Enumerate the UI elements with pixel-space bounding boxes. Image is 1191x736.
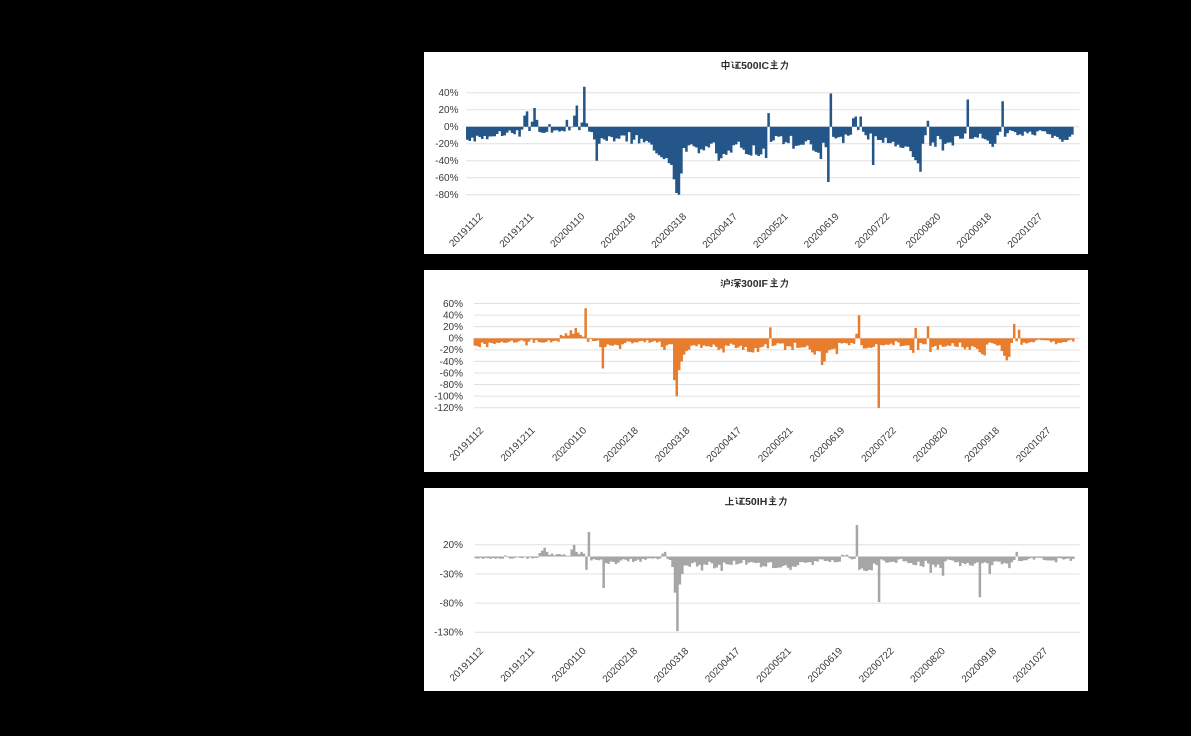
svg-text:20191112: 20191112 bbox=[447, 211, 485, 249]
svg-text:-120%: -120% bbox=[434, 403, 463, 414]
svg-text:-20%: -20% bbox=[440, 345, 463, 356]
svg-text:20200318: 20200318 bbox=[652, 646, 692, 686]
svg-text:40%: 40% bbox=[438, 88, 458, 99]
svg-text:20200417: 20200417 bbox=[703, 646, 743, 686]
svg-text:20200417: 20200417 bbox=[705, 425, 745, 465]
svg-text:-60%: -60% bbox=[435, 173, 458, 184]
svg-text:-130%: -130% bbox=[434, 628, 463, 639]
svg-text:20%: 20% bbox=[438, 105, 458, 116]
svg-text:20200521: 20200521 bbox=[755, 646, 795, 686]
svg-text:20200918: 20200918 bbox=[955, 211, 995, 251]
svg-text:20200110: 20200110 bbox=[551, 425, 590, 464]
svg-text:20201027: 20201027 bbox=[1014, 425, 1054, 465]
svg-text:-100%: -100% bbox=[434, 392, 463, 403]
svg-text:20191211: 20191211 bbox=[499, 646, 538, 685]
svg-text:0%: 0% bbox=[444, 122, 459, 133]
svg-text:20200820: 20200820 bbox=[909, 646, 949, 686]
svg-text:20%: 20% bbox=[443, 322, 463, 333]
svg-text:20200619: 20200619 bbox=[802, 211, 842, 251]
svg-text:20200218: 20200218 bbox=[599, 211, 639, 251]
svg-text:500IC: 500IC bbox=[741, 60, 769, 72]
svg-text:20200417: 20200417 bbox=[701, 211, 741, 251]
svg-text:0%: 0% bbox=[449, 334, 464, 345]
svg-text:50IH: 50IH bbox=[745, 496, 767, 508]
svg-text:20200318: 20200318 bbox=[650, 211, 690, 251]
svg-text:20200218: 20200218 bbox=[601, 646, 641, 686]
svg-text:20200918: 20200918 bbox=[960, 646, 1000, 686]
svg-text:20200619: 20200619 bbox=[808, 425, 848, 465]
svg-text:20200218: 20200218 bbox=[602, 425, 642, 465]
svg-text:20%: 20% bbox=[443, 540, 463, 551]
svg-text:20201027: 20201027 bbox=[1006, 211, 1046, 251]
svg-text:-30%: -30% bbox=[440, 569, 463, 580]
svg-text:20200918: 20200918 bbox=[963, 425, 1003, 465]
svg-text:20200110: 20200110 bbox=[549, 211, 588, 250]
svg-text:-80%: -80% bbox=[440, 599, 463, 610]
svg-text:-80%: -80% bbox=[435, 190, 458, 201]
svg-text:20200110: 20200110 bbox=[550, 646, 589, 685]
svg-text:-40%: -40% bbox=[440, 357, 463, 368]
svg-text:-80%: -80% bbox=[440, 380, 463, 391]
svg-text:-60%: -60% bbox=[440, 368, 463, 379]
svg-text:20191112: 20191112 bbox=[448, 425, 486, 463]
svg-text:20200318: 20200318 bbox=[653, 425, 693, 465]
svg-text:20200820: 20200820 bbox=[904, 211, 944, 251]
svg-text:20191211: 20191211 bbox=[498, 211, 537, 250]
svg-text:20200619: 20200619 bbox=[806, 646, 846, 686]
svg-text:60%: 60% bbox=[443, 299, 463, 310]
svg-text:20200521: 20200521 bbox=[751, 211, 791, 251]
svg-text:20200521: 20200521 bbox=[756, 425, 796, 465]
svg-text:300IF: 300IF bbox=[741, 278, 768, 290]
svg-text:20191211: 20191211 bbox=[499, 425, 538, 464]
svg-text:20200722: 20200722 bbox=[860, 425, 900, 465]
svg-text:20200722: 20200722 bbox=[857, 646, 897, 686]
svg-text:20201027: 20201027 bbox=[1011, 646, 1051, 686]
svg-text:-20%: -20% bbox=[435, 139, 458, 150]
svg-text:-40%: -40% bbox=[435, 156, 458, 167]
svg-text:20200722: 20200722 bbox=[853, 211, 893, 251]
svg-text:20191112: 20191112 bbox=[448, 646, 486, 684]
svg-text:20200820: 20200820 bbox=[911, 425, 951, 465]
svg-text:40%: 40% bbox=[443, 310, 463, 321]
